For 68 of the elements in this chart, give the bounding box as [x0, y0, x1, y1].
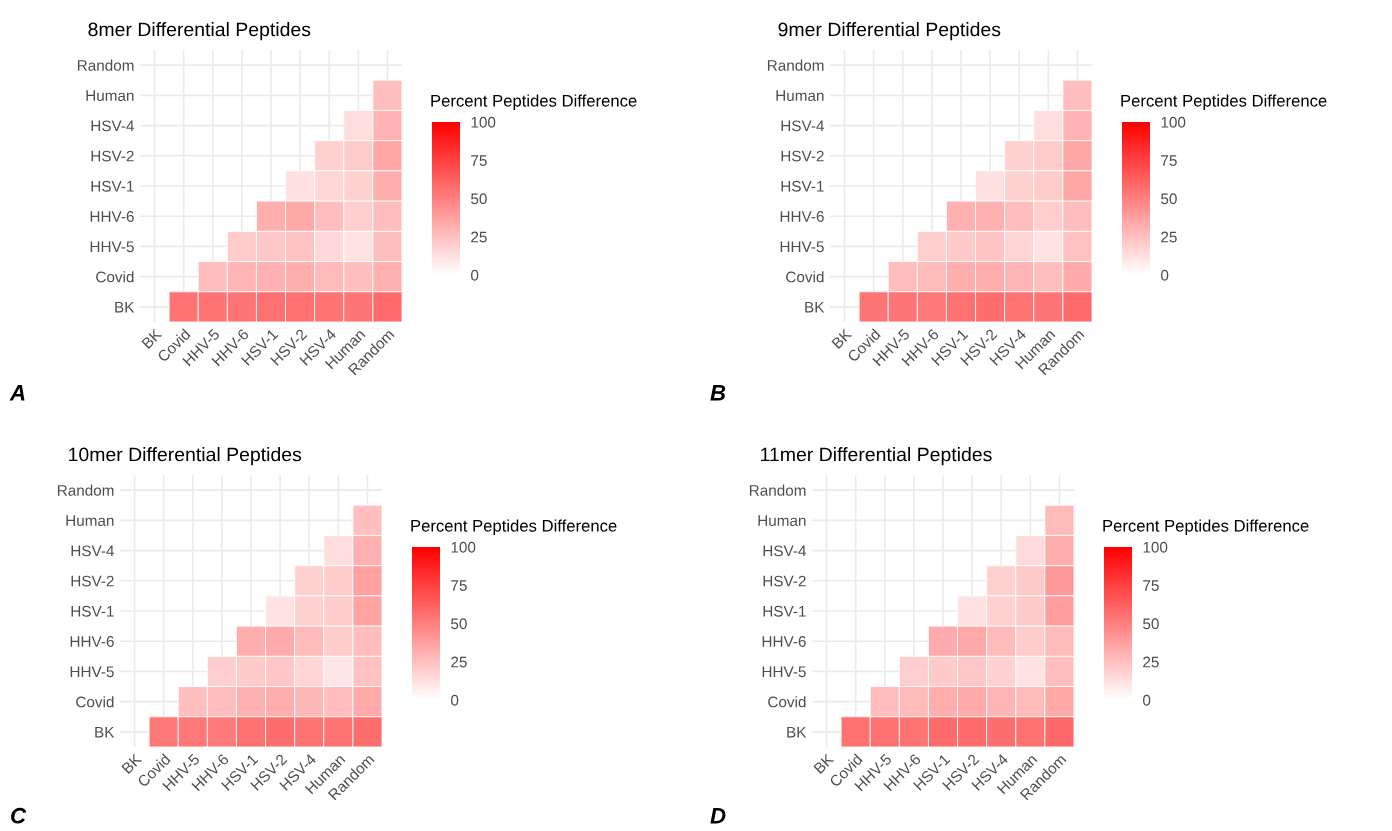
y-tick-label: Random [749, 484, 806, 496]
y-tick-label: HSV-2 [781, 150, 824, 162]
color-bar-label: 50 [1161, 193, 1177, 205]
y-tick-label: HSV-4 [91, 120, 134, 132]
text: D [710, 808, 726, 824]
y-tick-label: BK [115, 301, 135, 313]
y-tick-label: BK [787, 726, 807, 738]
color-bar-title: Percent Peptides Difference [431, 94, 637, 110]
chart-title: 11mer Differential Peptides [761, 447, 992, 466]
y-tick-label: HSV-4 [763, 545, 806, 557]
y-tick-label: Random [57, 484, 114, 496]
y-tick-label: Covid [96, 271, 134, 283]
y-tick-label: Random [767, 59, 824, 71]
color-bar-label: 0 [471, 269, 479, 281]
color-bar-label: 100 [471, 116, 496, 128]
chart-title: 9mer Differential Peptides [778, 22, 1001, 41]
text: C [11, 807, 27, 824]
y-tick-label: HHV-5 [70, 666, 114, 678]
y-tick-label: BK [805, 301, 825, 313]
color-bar-label: 0 [1161, 269, 1169, 281]
text: A [9, 385, 25, 401]
y-tick-label: HHV-6 [780, 211, 824, 222]
y-tick-label: Human [66, 515, 114, 527]
color-bar-label: 100 [1143, 541, 1168, 553]
color-bar-label: 50 [1143, 618, 1159, 630]
color-bar-label: 75 [1161, 155, 1177, 166]
chart-title: 8mer Differential Peptides [88, 22, 311, 41]
color-bar-label: 50 [471, 193, 487, 205]
color-bar-label: 25 [1161, 231, 1177, 243]
y-tick-label: HSV-2 [763, 575, 806, 587]
y-tick-label: Covid [786, 271, 824, 283]
color-bar-label: 75 [451, 580, 467, 591]
y-tick-label: Covid [768, 696, 806, 708]
y-tick-label: HSV-4 [71, 545, 114, 557]
color-bar-title: Percent Peptides Difference [411, 519, 617, 535]
y-tick-label: BK [95, 726, 115, 738]
y-tick-label: HHV-5 [780, 241, 824, 253]
chart-title: 10mer Differential Peptides [69, 447, 302, 466]
y-tick-label: HSV-1 [781, 180, 824, 192]
y-tick-label: Human [758, 515, 806, 527]
y-tick-label: HSV-2 [71, 575, 114, 587]
y-tick-label: Random [77, 59, 134, 71]
y-tick-label: HHV-5 [762, 666, 806, 678]
y-tick-label: HHV-6 [70, 636, 114, 647]
color-bar-title: Percent Peptides Difference [1103, 519, 1309, 535]
y-tick-label: Covid [76, 696, 114, 708]
color-bar-label: 25 [471, 231, 487, 243]
y-tick-label: HSV-1 [91, 180, 134, 192]
y-tick-label: HSV-1 [71, 605, 114, 617]
y-tick-label: HSV-2 [91, 150, 134, 162]
color-bar-label: 0 [451, 694, 459, 706]
y-tick-label: HHV-6 [90, 211, 134, 222]
y-tick-label: Human [776, 90, 824, 102]
color-bar-label: 75 [471, 155, 487, 166]
y-tick-label: HSV-4 [781, 120, 824, 132]
color-bar-label: 75 [1143, 580, 1159, 591]
y-tick-label: HHV-6 [762, 636, 806, 647]
color-bar-title: Percent Peptides Difference [1121, 94, 1327, 110]
y-tick-label: HHV-5 [90, 241, 134, 253]
color-bar-label: 100 [1161, 116, 1186, 128]
text: B [710, 385, 726, 401]
color-bar-label: 25 [1143, 656, 1159, 668]
y-tick-label: HSV-1 [763, 605, 806, 617]
color-bar-label: 50 [451, 618, 467, 630]
y-tick-label: Human [86, 90, 134, 102]
color-bar-label: 0 [1143, 694, 1151, 706]
color-bar-label: 100 [451, 541, 476, 553]
color-bar-label: 25 [451, 656, 467, 668]
